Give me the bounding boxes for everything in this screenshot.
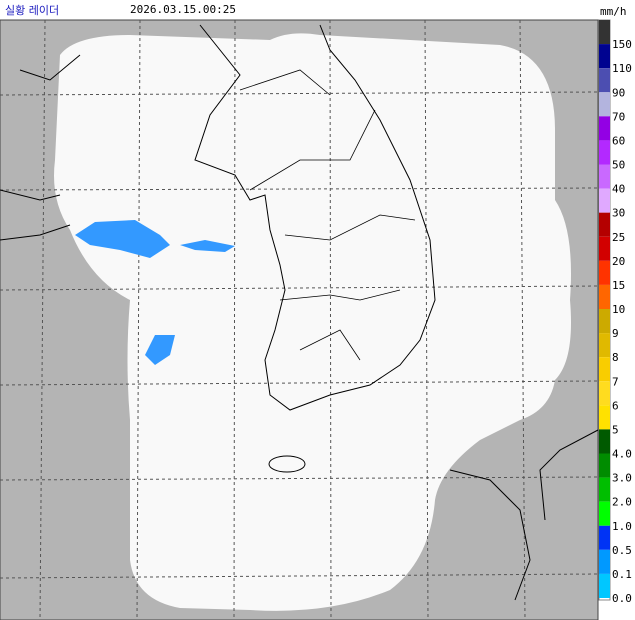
legend-swatch <box>599 357 610 382</box>
legend-swatch <box>599 453 610 478</box>
legend-swatch <box>599 477 610 502</box>
jeju-island <box>268 455 306 473</box>
legend-label: 70 <box>612 110 625 123</box>
japan-coast <box>449 429 599 601</box>
legend-label: 110 <box>612 62 632 75</box>
legend-swatch <box>599 236 610 261</box>
legend-swatch <box>599 164 610 189</box>
grid <box>0 19 599 620</box>
china-coast <box>0 54 81 241</box>
legend-label: 50 <box>612 159 625 172</box>
legend-swatch <box>599 549 610 574</box>
legend-label: 10 <box>612 303 625 316</box>
legend-label: 9 <box>612 327 619 340</box>
legend-label: 4.0 <box>612 448 632 461</box>
legend-label: 0.1 <box>612 568 632 581</box>
legend-label: 40 <box>612 183 625 196</box>
legend-swatch <box>599 260 610 285</box>
legend-label: 20 <box>612 255 625 268</box>
legend-swatch <box>599 68 610 93</box>
legend-label: 1.0 <box>612 520 632 533</box>
legend-swatch <box>599 405 610 430</box>
legend-label: 90 <box>612 86 625 99</box>
map <box>0 19 599 620</box>
legend-swatch <box>599 140 610 165</box>
legend-label: 0.5 <box>612 544 632 557</box>
legend-label: 150 <box>612 38 632 51</box>
legend-swatch <box>599 212 610 237</box>
legend-swatch <box>599 20 610 45</box>
legend-label: 60 <box>612 134 625 147</box>
legend-label: 3.0 <box>612 472 632 485</box>
coastline <box>194 24 436 411</box>
unit: mm/h <box>600 5 627 18</box>
border-lines <box>239 69 416 361</box>
legend-swatch <box>599 116 610 141</box>
legend-swatch <box>599 333 610 358</box>
legend-label: 7 <box>612 375 619 388</box>
legend-swatch <box>599 525 610 550</box>
legend-swatch <box>599 573 610 598</box>
legend-label: 6 <box>612 399 619 412</box>
timestamp: 2026.03.15.00:25 <box>130 3 236 16</box>
legend-swatch <box>599 188 610 213</box>
radar-coverage <box>54 33 571 611</box>
legend-label: 30 <box>612 207 625 220</box>
legend-label: 8 <box>612 351 619 364</box>
legend-label: 2.0 <box>612 496 632 509</box>
legend-swatch <box>599 309 610 334</box>
legend-label: 5 <box>612 423 619 436</box>
legend-swatch <box>599 44 610 69</box>
legend-swatch <box>599 284 610 309</box>
legend-label: 0.0 <box>612 592 632 605</box>
rain-echo <box>75 220 235 365</box>
legend-swatch <box>599 381 610 406</box>
legend-swatch <box>599 92 610 117</box>
legend-swatch <box>599 429 610 454</box>
legend-label: 15 <box>612 279 625 292</box>
title: 실황 레이더 <box>5 4 59 17</box>
legend: 150 110 90 70 60 50 40 30 25 20 15 10 9 8 7 6 5 4.0 3.0 2.0… <box>598 19 632 605</box>
legend-label: 25 <box>612 231 625 244</box>
legend-swatch <box>599 501 610 526</box>
